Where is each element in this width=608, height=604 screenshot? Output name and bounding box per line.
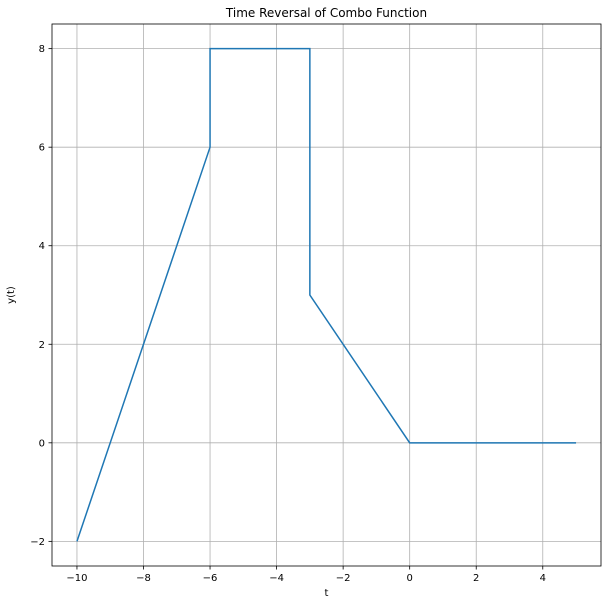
y-tick-label: 6 bbox=[39, 143, 45, 154]
x-tick-label: −2 bbox=[336, 573, 351, 584]
plot-frame bbox=[51, 23, 602, 567]
x-tick-label: −8 bbox=[136, 573, 151, 584]
x-axis-label: t bbox=[325, 588, 329, 599]
y-tick-label: 0 bbox=[39, 438, 45, 449]
x-tick-label: −4 bbox=[269, 573, 284, 584]
x-tick-label: −10 bbox=[66, 573, 87, 584]
y-tick-label: 2 bbox=[39, 340, 45, 351]
y-tick-label: 8 bbox=[39, 44, 45, 55]
y-axis-label: y(t) bbox=[6, 286, 17, 304]
ticks: −10 −8 −6 −4 −2 0 2 4 −2 0 2 4 6 8 bbox=[30, 44, 546, 584]
y-tick-label: −2 bbox=[30, 537, 45, 548]
series-line bbox=[76, 47, 577, 542]
chart-title: Time Reversal of Combo Function bbox=[225, 6, 427, 20]
y-tick-label: 4 bbox=[39, 241, 45, 252]
x-tick-label: 0 bbox=[406, 573, 412, 584]
x-tick-label: 4 bbox=[540, 573, 546, 584]
x-tick-label: 2 bbox=[473, 573, 479, 584]
x-tick-label: −6 bbox=[203, 573, 218, 584]
series-layer bbox=[76, 47, 577, 542]
